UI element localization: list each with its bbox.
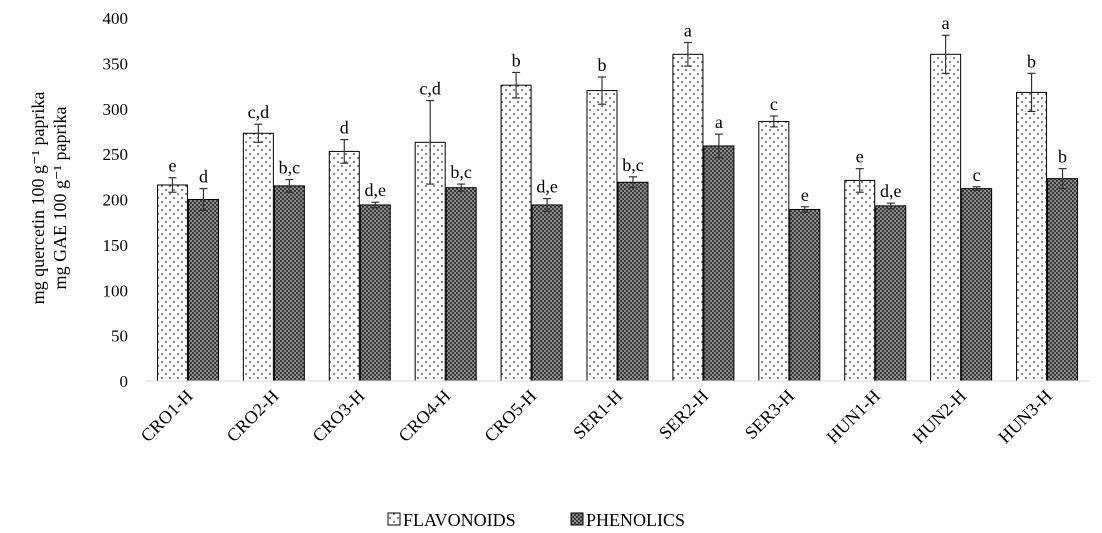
y-axis-title: mg quercetin 100 g⁻¹ paprika mg GAE 100 … — [28, 92, 70, 305]
bar-flavonoids — [156, 184, 188, 382]
significance-letter: d,e — [365, 180, 387, 200]
significance-letter: a — [684, 21, 692, 41]
significance-letter: d,e — [536, 177, 558, 197]
bar-phenolics — [1047, 178, 1079, 382]
legend-swatch-flavonoids — [387, 512, 401, 526]
x-tick-label: CRO1-H — [137, 386, 197, 446]
bar-phenolics — [703, 145, 735, 382]
bar-phenolics — [445, 187, 477, 382]
x-tick-label: CRO3-H — [308, 386, 368, 446]
significance-letter: b — [598, 55, 607, 75]
significance-letter: b — [512, 50, 521, 70]
bar-flavonoids — [328, 150, 360, 382]
y-tick-label: 50 — [111, 327, 128, 346]
y-axis: 0 50 100 150 200 250 300 350 400 — [103, 9, 129, 391]
significance-letter: c,d — [248, 102, 270, 122]
bar-flavonoids — [844, 179, 876, 382]
y-tick-label: 400 — [103, 9, 129, 28]
bar-flavonoids — [758, 120, 790, 382]
legend-label-phenolics: PHENOLICS — [586, 510, 685, 530]
x-tick-label: CRO2-H — [223, 386, 283, 446]
x-axis-labels: CRO1-H CRO2-H CRO3-H CRO4-H CRO5-H SER1-H SER2… — [137, 386, 1056, 448]
x-tick-label: CRO5-H — [480, 386, 540, 446]
bar-phenolics — [359, 204, 391, 382]
bar-flavonoids — [930, 53, 962, 382]
significance-letter: c — [973, 165, 981, 185]
bar-flavonoids — [672, 53, 704, 382]
y-tick-label: 350 — [103, 54, 129, 73]
bar-flavonoids — [242, 132, 274, 382]
x-tick-label: HUN1-H — [823, 386, 885, 448]
x-tick-label: SER1-H — [569, 386, 626, 443]
bar-phenolics — [875, 205, 907, 382]
bar-phenolics — [789, 208, 821, 382]
significance-letter: b — [1058, 147, 1067, 167]
significance-letter: d — [199, 167, 208, 187]
y-tick-label: 0 — [120, 372, 129, 391]
significance-letter: a — [942, 13, 950, 33]
y-tick-label: 300 — [103, 100, 129, 119]
significance-letter: a — [715, 112, 723, 132]
y-axis-label-line1: mg quercetin 100 g⁻¹ paprika — [28, 92, 48, 305]
significance-letter: b,c — [450, 162, 472, 182]
y-tick-label: 250 — [103, 145, 129, 164]
significance-letter: c — [770, 94, 778, 114]
significance-letter: d — [340, 118, 349, 138]
significance-letter: e — [856, 147, 864, 167]
legend: FLAVONOIDS PHENOLICS — [387, 510, 685, 530]
bar-phenolics — [273, 185, 305, 382]
bar-flavonoids — [500, 84, 532, 382]
y-axis-label-line2: mg GAE 100 g⁻¹ paprika — [50, 107, 70, 290]
bar-phenolics — [961, 188, 993, 382]
bar-flavonoids — [1016, 91, 1048, 382]
legend-label-flavonoids: FLAVONOIDS — [403, 510, 516, 530]
y-tick-label: 100 — [103, 281, 129, 300]
bar-phenolics — [617, 181, 649, 382]
y-tick-label: 200 — [103, 191, 129, 210]
significance-letter: d,e — [880, 181, 902, 201]
plot-area: e d c,d b,c d d,e c,d b,c b d,e b b,c a a c e e d,e a c b b — [156, 13, 1079, 382]
significance-letter: b,c — [279, 158, 301, 178]
bar-phenolics — [187, 199, 219, 382]
bar-flavonoids — [586, 90, 618, 382]
legend-swatch-phenolics — [570, 512, 584, 526]
x-tick-label: SER3-H — [741, 386, 798, 443]
significance-letter: b,c — [622, 155, 644, 175]
x-tick-label: SER2-H — [655, 386, 712, 443]
significance-letter: e — [801, 185, 809, 205]
significance-letter: c,d — [419, 79, 441, 99]
x-tick-label: HUN3-H — [994, 386, 1056, 448]
significance-letter: e — [168, 156, 176, 176]
x-tick-label: HUN2-H — [908, 386, 970, 448]
x-tick-label: CRO4-H — [394, 386, 454, 446]
significance-letter: b — [1027, 51, 1036, 71]
y-tick-label: 150 — [103, 236, 129, 255]
bar-phenolics — [531, 204, 563, 382]
